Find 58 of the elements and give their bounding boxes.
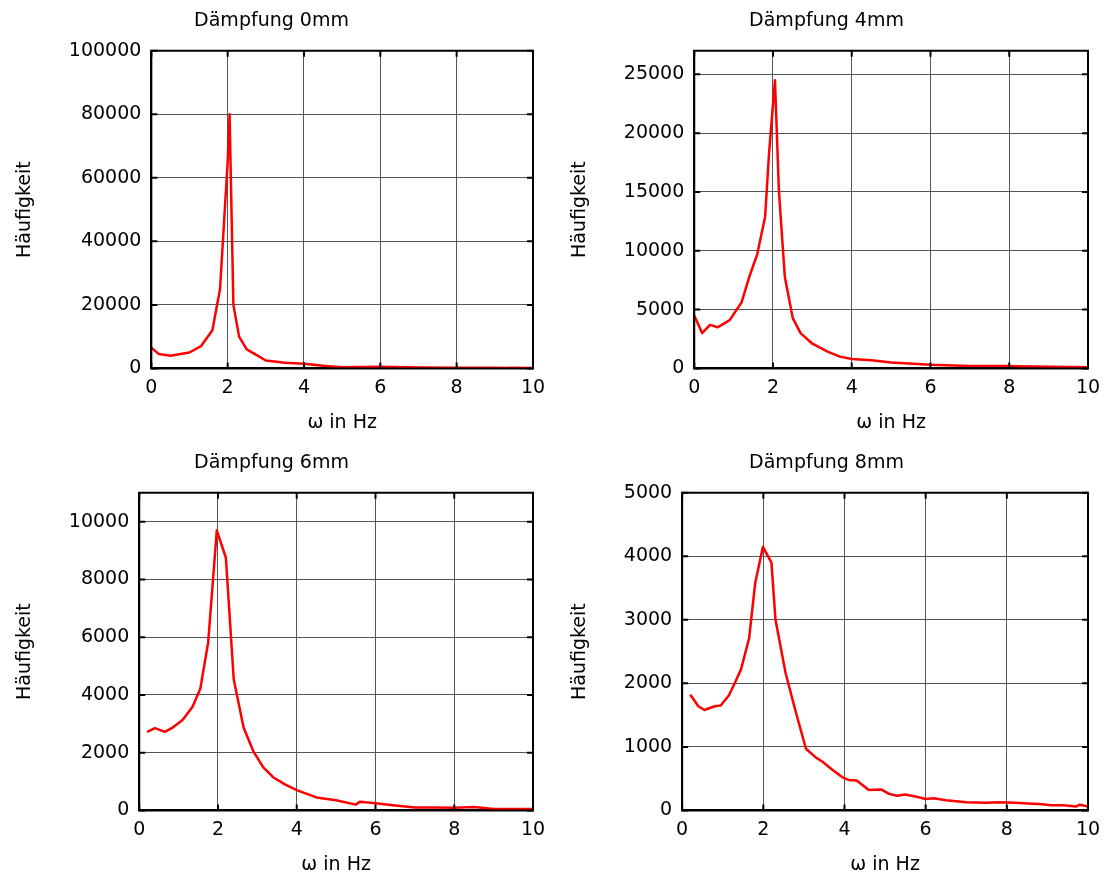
y-axis-title: Häufigkeit	[12, 603, 35, 700]
y-tick-label: 10000	[68, 508, 130, 531]
y-tick-label: 2000	[623, 670, 673, 693]
x-tick-label: 0	[145, 374, 158, 397]
y-tick-label: 40000	[80, 228, 142, 251]
chart-title: Dämpfung 8mm	[749, 450, 904, 473]
x-tick-label: 2	[766, 374, 780, 397]
x-tick-label: 10	[1075, 816, 1101, 839]
y-tick-label: 5000	[623, 479, 673, 502]
y-axis-title: Häufigkeit	[567, 603, 590, 700]
x-tick-label: 2	[211, 816, 225, 839]
y-axis-title: Häufigkeit	[12, 161, 35, 258]
x-tick-label: 10	[520, 816, 546, 839]
y-tick-label: 3000	[623, 606, 673, 629]
y-tick-label: 5000	[635, 296, 685, 319]
y-tick-label: 60000	[80, 164, 142, 187]
x-tick-label: 0	[688, 374, 701, 397]
x-tick-label: 8	[1000, 816, 1013, 839]
y-tick-label: 0	[129, 355, 142, 378]
x-axis-title: ω in Hz	[850, 851, 920, 874]
x-tick-label: 8	[448, 816, 461, 839]
x-tick-label: 6	[369, 816, 382, 839]
y-tick-label: 0	[672, 355, 685, 378]
y-tick-label: 6000	[80, 624, 130, 647]
y-tick-label: 0	[117, 797, 130, 820]
x-tick-label: 2	[757, 816, 770, 839]
x-tick-label: 10	[520, 374, 546, 397]
x-tick-label: 6	[919, 816, 932, 839]
y-tick-label: 4000	[623, 543, 673, 566]
y-tick-label: 25000	[623, 61, 685, 84]
y-tick-label: 15000	[623, 178, 685, 201]
y-tick-label: 0	[660, 797, 673, 820]
x-tick-label: 8	[450, 374, 463, 397]
x-tick-label: 4	[297, 374, 311, 397]
x-axis-title: ω in Hz	[307, 409, 377, 432]
y-tick-label: 20000	[623, 120, 685, 143]
x-tick-label: 6	[374, 374, 387, 397]
chart-title: Dämpfung 4mm	[749, 8, 904, 31]
x-tick-label: 8	[1003, 374, 1016, 397]
x-axis-title: ω in Hz	[301, 851, 371, 874]
y-tick-label: 2000	[80, 739, 130, 762]
y-tick-label: 80000	[80, 101, 142, 124]
y-tick-label: 4000	[80, 681, 130, 704]
x-tick-label: 6	[924, 374, 937, 397]
y-tick-label: 8000	[80, 566, 130, 589]
x-tick-label: 2	[221, 374, 234, 397]
chart-title: Dämpfung 0mm	[194, 8, 349, 31]
x-tick-label: 10	[1075, 374, 1101, 397]
y-tick-label: 1000	[623, 733, 673, 756]
x-axis-title: ω in Hz	[856, 409, 926, 432]
y-axis-title: Häufigkeit	[567, 161, 590, 258]
chart-title: Dämpfung 6mm	[194, 450, 349, 473]
x-tick-label: 4	[845, 374, 858, 397]
y-tick-label: 20000	[80, 291, 142, 314]
y-tick-label: 100000	[68, 37, 142, 60]
x-tick-label: 4	[838, 816, 851, 839]
x-tick-label: 4	[290, 816, 303, 839]
y-tick-label: 10000	[623, 237, 685, 260]
